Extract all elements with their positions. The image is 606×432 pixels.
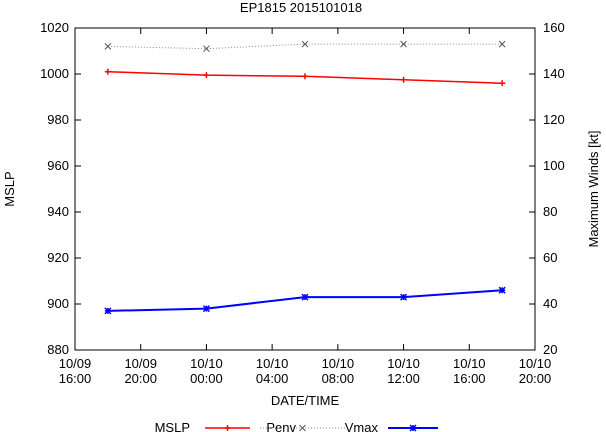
y2-tick-label: 60 <box>543 250 557 265</box>
point-marker <box>400 40 407 48</box>
axis-ticks: 880 900 920 940 960 980 1000 1020 20 40 60 80 100 120… <box>40 20 565 386</box>
x-tick-label-date: 10/10 <box>519 356 552 371</box>
x-tick-label-time: 12:00 <box>387 371 420 386</box>
y2-tick-label: 120 <box>543 112 565 127</box>
point-marker <box>409 424 417 432</box>
point-marker <box>104 43 112 50</box>
chart-title: EP1815 2015101018 <box>240 0 362 15</box>
x-tick-label-time: 20:00 <box>124 371 157 386</box>
y-tick-label: 1020 <box>40 20 69 35</box>
series-line <box>107 289 503 312</box>
x-tick-label-time: 16:00 <box>59 371 92 386</box>
x-tick-label-date: 10/10 <box>322 356 355 371</box>
y-tick-label: 920 <box>47 250 69 265</box>
y2-tick-label: 80 <box>543 204 557 219</box>
x-tick-label-date: 10/10 <box>190 356 223 371</box>
y-tick-label: 880 <box>47 342 69 357</box>
series-penv <box>104 68 506 87</box>
x-tick-label-date: 10/10 <box>453 356 486 371</box>
legend-label: Penv <box>266 420 296 432</box>
y-tick-label: 940 <box>47 204 69 219</box>
y2-axis-label: Maximum Winds [kt] <box>586 130 601 247</box>
x-tick-label-time: 08:00 <box>322 371 355 386</box>
x-tick-label-date: 10/10 <box>256 356 289 371</box>
point-marker <box>203 45 210 53</box>
x-tick-label-date: 10/09 <box>124 356 157 371</box>
legend-label: Vmax <box>345 420 379 432</box>
legend-label: MSLP <box>155 420 190 432</box>
legend: MSLP Penv Vmax <box>155 420 438 432</box>
series-lines <box>104 40 506 315</box>
point-marker <box>202 305 210 313</box>
y2-tick-label: 140 <box>543 66 565 81</box>
plot-frame <box>74 27 536 351</box>
point-marker <box>498 40 506 48</box>
x-axis-label: DATE/TIME <box>271 393 340 408</box>
point-marker <box>299 424 306 432</box>
point-marker <box>400 293 408 301</box>
y-axis-label: MSLP <box>2 171 17 206</box>
point-marker <box>104 307 112 315</box>
y2-tick-label: 20 <box>543 342 557 357</box>
y-tick-label: 1000 <box>40 66 69 81</box>
y2-tick-label: 40 <box>543 296 557 311</box>
y-tick-label: 980 <box>47 112 69 127</box>
series-vmax <box>104 286 506 315</box>
y-tick-label: 960 <box>47 158 69 173</box>
x-tick-label-time: 04:00 <box>256 371 289 386</box>
x-tick-label-time: 20:00 <box>519 371 552 386</box>
y-tick-label: 900 <box>47 296 69 311</box>
series-vmax-dotted- <box>104 40 506 53</box>
y2-tick-label: 160 <box>543 20 565 35</box>
point-marker <box>301 293 309 301</box>
point-marker <box>301 40 309 48</box>
y2-tick-label: 100 <box>543 158 565 173</box>
x-tick-label-date: 10/09 <box>59 356 92 371</box>
point-marker <box>498 286 506 294</box>
x-tick-label-time: 00:00 <box>190 371 223 386</box>
x-tick-label-date: 10/10 <box>387 356 420 371</box>
x-tick-label-time: 16:00 <box>453 371 486 386</box>
